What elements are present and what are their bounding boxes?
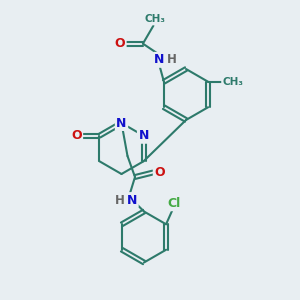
Text: CH₃: CH₃ (223, 77, 244, 87)
Text: O: O (115, 37, 125, 50)
Text: N: N (154, 53, 165, 66)
Text: O: O (154, 166, 165, 179)
Text: CH₃: CH₃ (144, 14, 165, 24)
Text: N: N (127, 194, 137, 207)
Text: N: N (138, 129, 149, 142)
Text: O: O (71, 129, 82, 142)
Text: H: H (167, 53, 177, 66)
Text: Cl: Cl (167, 197, 180, 210)
Text: N: N (116, 116, 127, 130)
Text: H: H (115, 194, 124, 207)
